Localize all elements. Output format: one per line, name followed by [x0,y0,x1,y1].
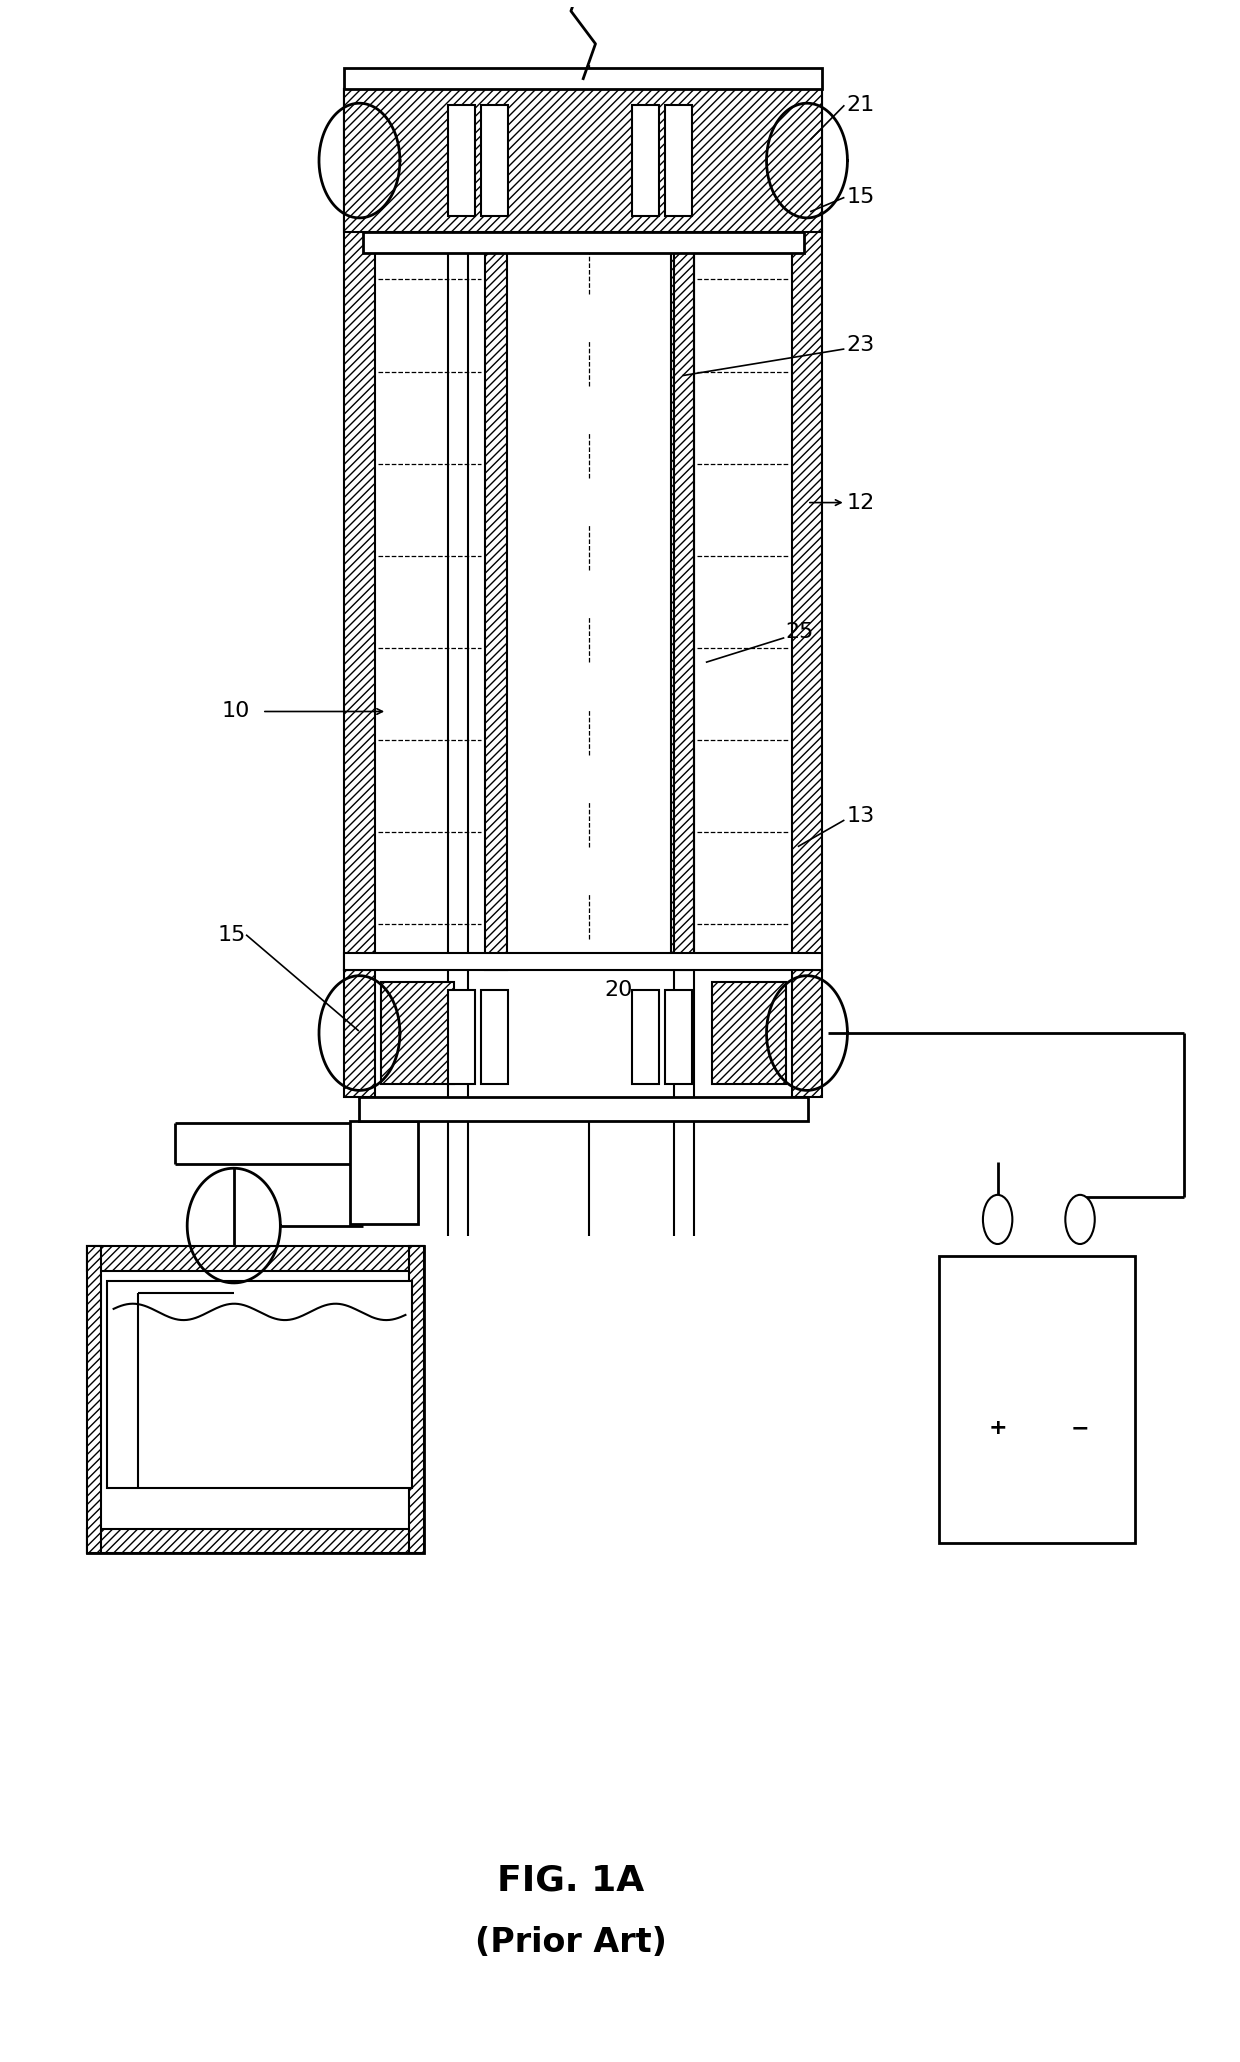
Text: −: − [1070,1419,1090,1439]
Bar [632,990,660,1085]
Circle shape [1065,1194,1095,1243]
Text: (Prior Art): (Prior Art) [475,1926,667,1959]
Bar [409,1245,424,1553]
Bar [791,89,822,969]
Bar [87,1245,424,1553]
Bar [485,89,507,969]
Bar [939,1256,1135,1542]
Text: 12: 12 [847,493,875,513]
Bar [449,105,475,217]
Bar [345,969,374,1097]
Bar [449,990,475,1085]
Text: 15: 15 [847,188,875,208]
Text: 13: 13 [847,806,875,827]
Bar [672,89,693,969]
Text: 20: 20 [604,979,632,1000]
Text: 10: 10 [222,701,250,722]
Bar [350,1122,418,1223]
Bar [87,1528,424,1553]
Text: 15: 15 [218,924,247,944]
Bar [108,1281,412,1487]
Bar [712,982,785,1085]
Bar [345,89,822,233]
Bar [666,990,692,1085]
Bar [358,1097,807,1122]
Bar [481,990,508,1085]
Bar [632,105,660,217]
Circle shape [983,1194,1012,1243]
Bar [87,1245,424,1270]
Text: 25: 25 [785,621,813,641]
Bar [345,953,822,969]
Bar [345,68,822,89]
Bar [481,105,508,217]
Bar [87,1245,102,1553]
Text: +: + [988,1419,1007,1439]
Bar [345,89,374,969]
Text: FIG. 1A: FIG. 1A [497,1864,645,1897]
Text: 21: 21 [847,95,875,115]
Bar [791,969,822,1097]
Text: 23: 23 [847,334,875,355]
Bar [362,233,804,254]
Bar [381,982,455,1085]
Bar [666,105,692,217]
